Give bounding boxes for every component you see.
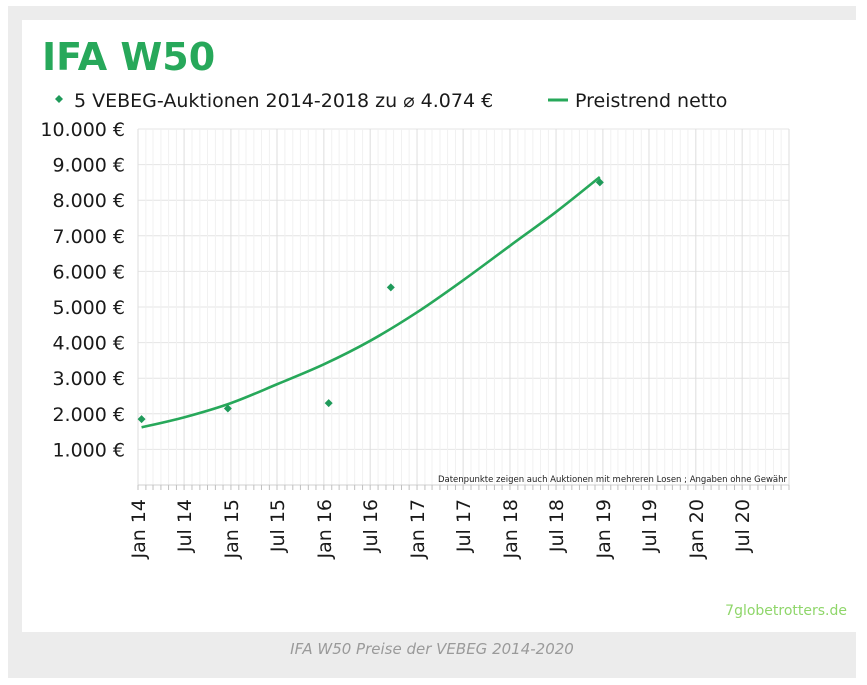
x-tick-label: Jul 20 bbox=[732, 499, 754, 553]
x-tick-label: Jan 15 bbox=[221, 499, 243, 560]
y-tick-label: 3.000 € bbox=[52, 368, 125, 390]
chart-title: IFA W50 bbox=[42, 35, 215, 79]
y-tick-label: 2.000 € bbox=[52, 404, 125, 426]
data-point-auction bbox=[595, 178, 604, 187]
y-tick-label: 7.000 € bbox=[52, 226, 125, 248]
x-tick-label: Jul 14 bbox=[174, 499, 196, 553]
y-tick-label: 10.000 € bbox=[40, 119, 125, 141]
y-tick-label: 9.000 € bbox=[52, 155, 125, 177]
x-tick-label: Jan 16 bbox=[314, 499, 336, 560]
y-tick-label: 5.000 € bbox=[52, 297, 125, 319]
chart: IFA W50 5 VEBEG-Auktionen 2014-2018 zu ⌀ … bbox=[40, 35, 847, 619]
data-point-auction bbox=[223, 404, 232, 413]
y-tick-label: 4.000 € bbox=[52, 333, 125, 355]
data-point-auction bbox=[324, 399, 333, 408]
x-tick-label: Jan 14 bbox=[128, 499, 150, 560]
x-tick-label: Jul 18 bbox=[546, 499, 568, 553]
x-tick-label: Jul 17 bbox=[453, 499, 475, 553]
x-tick-label: Jan 17 bbox=[407, 499, 429, 560]
x-tick-label: Jul 16 bbox=[360, 499, 382, 553]
x-tick-label: Jul 15 bbox=[267, 499, 289, 553]
data-point-auction bbox=[386, 283, 395, 292]
watermark: 7globetrotters.de bbox=[725, 603, 847, 619]
figure-frame: IFA W50 5 VEBEG-Auktionen 2014-2018 zu ⌀ … bbox=[8, 6, 858, 678]
x-tick-label: Jan 18 bbox=[500, 499, 522, 560]
chart-annotation: Datenpunkte zeigen auch Auktionen mit me… bbox=[438, 475, 788, 485]
trend-line bbox=[141, 176, 601, 429]
x-tick-label: Jan 19 bbox=[593, 499, 615, 560]
y-tick-label: 8.000 € bbox=[52, 190, 125, 212]
y-tick-label: 1.000 € bbox=[52, 439, 125, 461]
x-tick-label: Jan 20 bbox=[686, 499, 708, 560]
x-tick-label: Jul 19 bbox=[639, 499, 661, 553]
data-point-auction bbox=[137, 415, 146, 424]
chart-card: IFA W50 5 VEBEG-Auktionen 2014-2018 zu ⌀ … bbox=[22, 20, 858, 632]
legend-marker-diamond bbox=[55, 95, 63, 103]
legend-label-trend: Preistrend netto bbox=[575, 90, 727, 112]
legend-label-auctions: 5 VEBEG-Auktionen 2014-2018 zu ⌀ 4.074 € bbox=[74, 90, 493, 112]
y-tick-label: 6.000 € bbox=[52, 261, 125, 283]
figure-caption: IFA W50 Preise der VEBEG 2014-2020 bbox=[290, 640, 574, 658]
